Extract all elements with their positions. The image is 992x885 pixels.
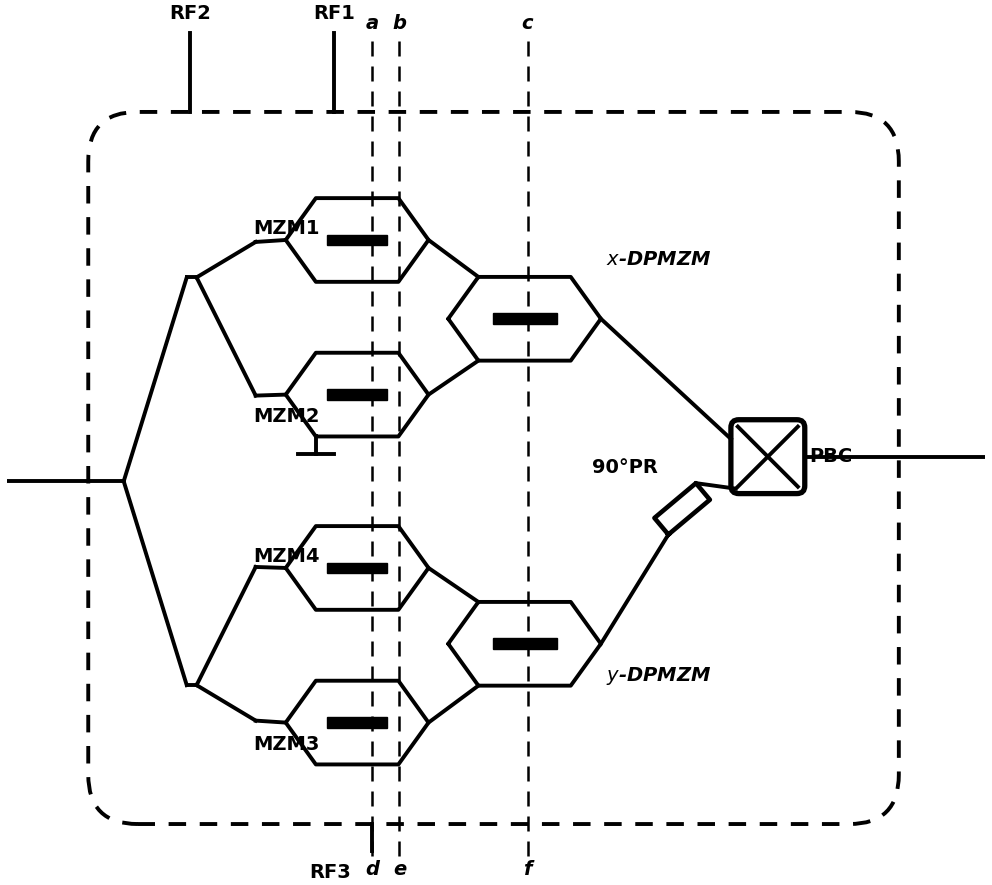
Bar	[492, 638, 557, 650]
Text: MZM3: MZM3	[254, 735, 320, 754]
Text: $y$-DPMZM: $y$-DPMZM	[606, 666, 711, 688]
Text: e: e	[393, 860, 406, 880]
Text: $x$-DPMZM: $x$-DPMZM	[606, 250, 711, 269]
Text: RF1: RF1	[313, 4, 355, 23]
Text: a: a	[365, 14, 379, 33]
Text: f: f	[523, 860, 532, 880]
Text: b: b	[393, 14, 407, 33]
Text: MZM2: MZM2	[254, 407, 320, 426]
Text: MZM1: MZM1	[254, 219, 320, 238]
Bar	[327, 235, 387, 245]
Text: c: c	[522, 14, 534, 33]
Bar	[492, 313, 557, 324]
Text: MZM4: MZM4	[254, 547, 320, 566]
Text: PBC: PBC	[809, 447, 853, 466]
Bar	[327, 389, 387, 400]
Text: 90°PR: 90°PR	[591, 458, 658, 477]
Text: RF2: RF2	[169, 4, 210, 23]
Text: RF3: RF3	[310, 864, 351, 882]
Bar	[327, 563, 387, 573]
Bar	[327, 717, 387, 728]
Text: d: d	[365, 860, 379, 880]
